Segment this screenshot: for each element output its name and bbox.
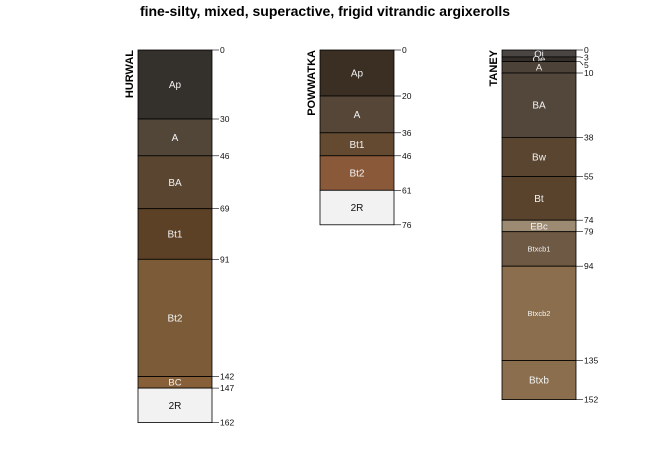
profile-name: TANEY <box>488 49 500 86</box>
depth-label: 91 <box>220 254 230 264</box>
horizon-bt <box>501 176 577 221</box>
horizon-label: Btxcb2 <box>528 309 551 318</box>
depth-label: 5 <box>584 60 589 70</box>
profile-name: POWWATKA <box>306 50 318 116</box>
horizon-ap <box>137 49 213 120</box>
chart-title: fine-silty, mixed, superactive, frigid v… <box>139 3 511 19</box>
horizon-label: A <box>536 63 543 74</box>
horizon-2r <box>319 189 395 226</box>
depth-label: 69 <box>220 204 230 214</box>
horizon-label: Oi <box>534 49 544 60</box>
horizon-bt2 <box>319 155 395 191</box>
depth-label: 152 <box>584 395 598 405</box>
depth-label: 3 <box>584 53 589 63</box>
depth-tick <box>576 61 584 66</box>
depth-label: 0 <box>584 45 589 55</box>
horizon-label: Bw <box>532 152 547 163</box>
depth-label: 20 <box>402 91 412 101</box>
horizon-label: BA <box>532 101 546 112</box>
horizon-bw <box>501 136 577 177</box>
depth-label: 0 <box>402 45 407 55</box>
depth-label: 10 <box>584 68 594 78</box>
depth-label: 74 <box>584 215 594 225</box>
horizon-label: BA <box>168 178 182 189</box>
horizon-label: Bt1 <box>167 230 182 241</box>
horizon-label: Ap <box>169 80 182 91</box>
horizon-label: 2R <box>169 401 182 412</box>
horizon-ba <box>137 155 213 210</box>
depth-label: 46 <box>402 151 412 161</box>
horizon-bt2 <box>137 258 213 377</box>
depth-label: 36 <box>402 128 412 138</box>
depth-label: 38 <box>584 132 594 142</box>
horizon-label: EBc <box>530 221 548 232</box>
depth-label: 0 <box>220 45 225 55</box>
horizon-2r <box>137 387 213 424</box>
horizon-label: Ap <box>351 69 364 80</box>
horizon-label: Bt <box>534 194 544 205</box>
horizon-ap <box>319 49 395 97</box>
horizon-label: A <box>172 133 179 144</box>
horizon-label: Btxcb1 <box>528 245 551 254</box>
depth-label: 162 <box>220 418 234 428</box>
soil-profile-powwatka: Ap A Bt1 Bt2 2R 0 20 36 46 61 76 POWWATKA <box>306 45 412 230</box>
depth-label: 46 <box>220 151 230 161</box>
horizon-btxcb1 <box>501 231 577 267</box>
horizon-label: Oe <box>533 55 546 66</box>
horizon-label: Bt2 <box>349 169 364 180</box>
depth-label: 147 <box>220 383 234 393</box>
horizon-btxcb2 <box>501 265 577 361</box>
horizon-label: Btxb <box>529 376 549 387</box>
horizon-ba <box>501 72 577 138</box>
depth-label: 135 <box>584 356 598 366</box>
horizon-label: Bt2 <box>167 313 182 324</box>
horizon-btxb <box>501 360 577 400</box>
depth-label: 76 <box>402 220 412 230</box>
profile-name: HURWAL <box>124 50 136 98</box>
horizon-label: Bt1 <box>349 140 364 151</box>
horizon-label: 2R <box>351 203 364 214</box>
depth-tick <box>576 56 584 58</box>
horizon-label: A <box>354 110 361 121</box>
depth-label: 94 <box>584 261 594 271</box>
depth-label: 79 <box>584 227 594 237</box>
depth-label: 142 <box>220 372 234 382</box>
horizon-bt1 <box>137 208 213 260</box>
horizon-label: BC <box>168 378 181 389</box>
depth-label: 61 <box>402 185 412 195</box>
depth-label: 55 <box>584 172 594 182</box>
depth-label: 30 <box>220 114 230 124</box>
